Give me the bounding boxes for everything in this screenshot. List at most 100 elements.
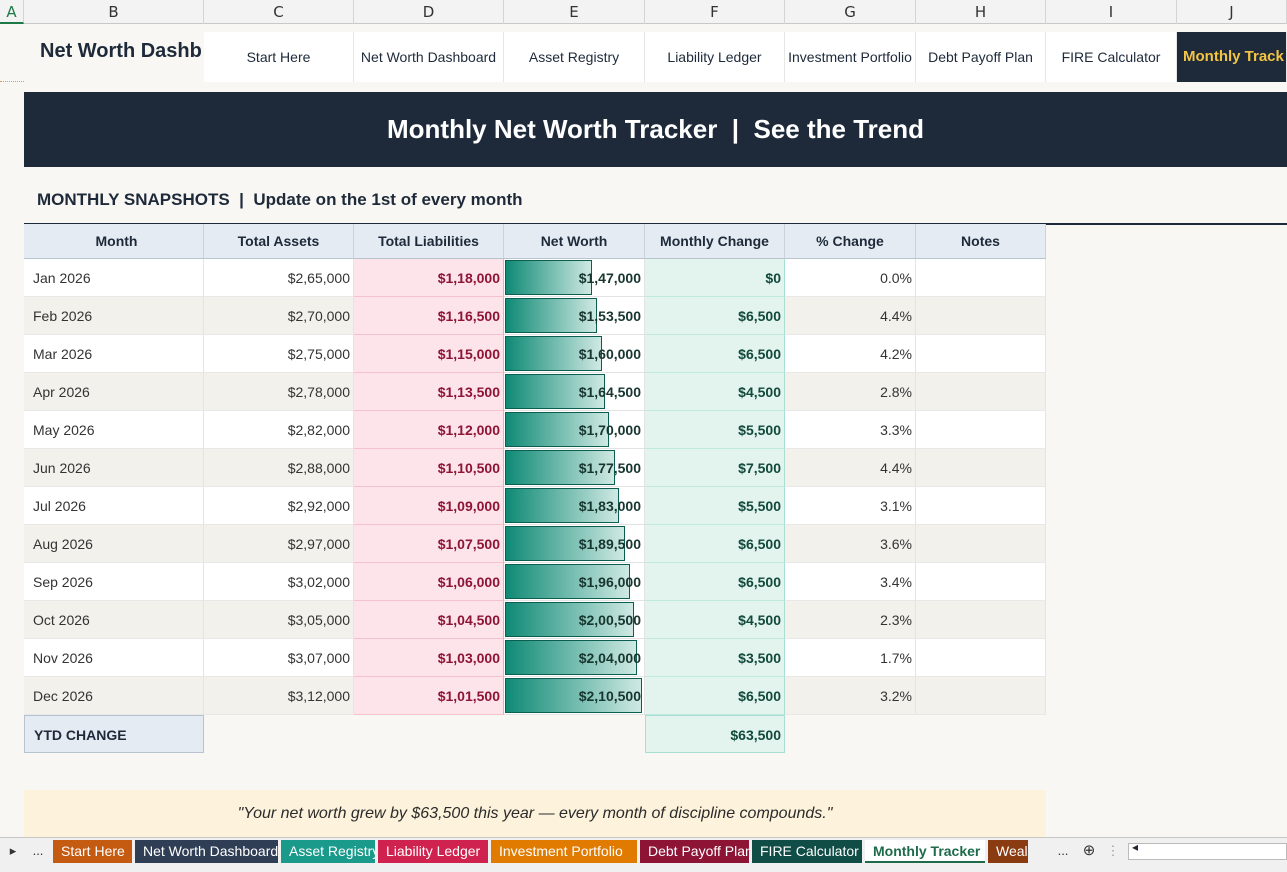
ytd-value[interactable]: $63,500: [645, 715, 785, 753]
nav-net-worth-dashboard[interactable]: Net Worth Dashboard: [354, 32, 504, 82]
cell-notes[interactable]: [916, 449, 1046, 487]
cell-total-assets[interactable]: $2,92,000: [204, 487, 354, 525]
cell-total-assets[interactable]: $2,70,000: [204, 297, 354, 335]
column-header-d[interactable]: D: [354, 0, 504, 24]
header-notes[interactable]: Notes: [916, 224, 1046, 259]
cell-net-worth[interactable]: $1,70,000: [504, 411, 645, 449]
sheet-tab-weal[interactable]: Weal: [988, 840, 1028, 863]
cell-total-assets[interactable]: $2,82,000: [204, 411, 354, 449]
sheet-tab-liability-ledger[interactable]: Liability Ledger: [378, 840, 488, 863]
nav-monthly-tracker[interactable]: Monthly Track: [1177, 32, 1287, 82]
cell-total-assets[interactable]: $2,78,000: [204, 373, 354, 411]
ytd-label[interactable]: YTD CHANGE: [24, 715, 204, 753]
cell-total-liabilities[interactable]: $1,09,000: [354, 487, 504, 525]
tab-scroll-prev-icon[interactable]: ▸: [9, 843, 17, 858]
cell-net-worth[interactable]: $2,00,500: [504, 601, 645, 639]
cell-pct-change[interactable]: 2.3%: [785, 601, 916, 639]
nav-asset-registry[interactable]: Asset Registry: [504, 32, 645, 82]
sheet-tab-net-worth-dashboard[interactable]: Net Worth Dashboard: [135, 840, 278, 863]
cell-month[interactable]: Oct 2026: [24, 601, 204, 639]
cell-net-worth[interactable]: $1,53,500: [504, 297, 645, 335]
column-header-a[interactable]: A: [0, 0, 24, 24]
nav-liability-ledger[interactable]: Liability Ledger: [645, 32, 785, 82]
cell-monthly-change[interactable]: $6,500: [645, 563, 785, 601]
cell-net-worth[interactable]: $1,83,000: [504, 487, 645, 525]
cell-notes[interactable]: [916, 487, 1046, 525]
cell-month[interactable]: Sep 2026: [24, 563, 204, 601]
cell-notes[interactable]: [916, 601, 1046, 639]
column-header-c[interactable]: C: [204, 0, 354, 24]
cell-net-worth[interactable]: $1,96,000: [504, 563, 645, 601]
cell-month[interactable]: Nov 2026: [24, 639, 204, 677]
worksheet[interactable]: Net Worth Dashb Start Here Net Worth Das…: [0, 24, 1287, 837]
cell-total-liabilities[interactable]: $1,10,500: [354, 449, 504, 487]
sheet-tab-start-here[interactable]: Start Here: [53, 840, 132, 863]
cell-month[interactable]: Feb 2026: [24, 297, 204, 335]
cell-monthly-change[interactable]: $5,500: [645, 411, 785, 449]
cell-monthly-change[interactable]: $6,500: [645, 297, 785, 335]
nav-investment-portfolio[interactable]: Investment Portfolio: [785, 32, 916, 82]
cell-pct-change[interactable]: 3.6%: [785, 525, 916, 563]
cell-monthly-change[interactable]: $0: [645, 259, 785, 297]
cell-pct-change[interactable]: 3.1%: [785, 487, 916, 525]
cell-month[interactable]: Aug 2026: [24, 525, 204, 563]
cell-total-liabilities[interactable]: $1,04,500: [354, 601, 504, 639]
sheet-tab-asset-registry[interactable]: Asset Registry: [281, 840, 375, 863]
cell-month[interactable]: Jun 2026: [24, 449, 204, 487]
cell-notes[interactable]: [916, 639, 1046, 677]
nav-fire-calculator[interactable]: FIRE Calculator: [1046, 32, 1177, 82]
sheet-tab-investment-portfolio[interactable]: Investment Portfolio: [491, 840, 637, 863]
cell-total-assets[interactable]: $3,12,000: [204, 677, 354, 715]
cell-total-liabilities[interactable]: $1,15,000: [354, 335, 504, 373]
column-header-i[interactable]: I: [1046, 0, 1177, 24]
cell-pct-change[interactable]: 0.0%: [785, 259, 916, 297]
cell-month[interactable]: Mar 2026: [24, 335, 204, 373]
cell-pct-change[interactable]: 1.7%: [785, 639, 916, 677]
header-monthly-change[interactable]: Monthly Change: [645, 224, 785, 259]
cell-notes[interactable]: [916, 525, 1046, 563]
sheet-tab-fire-calculator[interactable]: FIRE Calculator: [752, 840, 862, 863]
column-header-h[interactable]: H: [916, 0, 1046, 24]
tab-more-right[interactable]: ...: [1057, 843, 1069, 858]
cell-total-assets[interactable]: $2,65,000: [204, 259, 354, 297]
nav-start-here[interactable]: Start Here: [204, 32, 354, 82]
cell-net-worth[interactable]: $1,77,500: [504, 449, 645, 487]
cell-total-liabilities[interactable]: $1,16,500: [354, 297, 504, 335]
cell-total-assets[interactable]: $2,88,000: [204, 449, 354, 487]
cell-notes[interactable]: [916, 335, 1046, 373]
column-header-e[interactable]: E: [504, 0, 645, 24]
cell-notes[interactable]: [916, 677, 1046, 715]
cell-total-liabilities[interactable]: $1,12,000: [354, 411, 504, 449]
cell-net-worth[interactable]: $2,04,000: [504, 639, 645, 677]
column-header-b[interactable]: B: [24, 0, 204, 24]
cell-net-worth[interactable]: $1,47,000: [504, 259, 645, 297]
cell-monthly-change[interactable]: $7,500: [645, 449, 785, 487]
cell-month[interactable]: May 2026: [24, 411, 204, 449]
header-net-worth[interactable]: Net Worth: [504, 224, 645, 259]
cell-net-worth[interactable]: $2,10,500: [504, 677, 645, 715]
cell-notes[interactable]: [916, 373, 1046, 411]
sheet-tab-debt-payoff-plan[interactable]: Debt Payoff Plan: [640, 840, 749, 863]
cell-month[interactable]: Jan 2026: [24, 259, 204, 297]
header-month[interactable]: Month: [24, 224, 204, 259]
cell-total-assets[interactable]: $2,75,000: [204, 335, 354, 373]
cell-total-liabilities[interactable]: $1,18,000: [354, 259, 504, 297]
cell-notes[interactable]: [916, 563, 1046, 601]
cell-total-assets[interactable]: $3,07,000: [204, 639, 354, 677]
cell-monthly-change[interactable]: $6,500: [645, 335, 785, 373]
cell-monthly-change[interactable]: $3,500: [645, 639, 785, 677]
cell-total-liabilities[interactable]: $1,06,000: [354, 563, 504, 601]
cell-total-liabilities[interactable]: $1,07,500: [354, 525, 504, 563]
header-pct-change[interactable]: % Change: [785, 224, 916, 259]
sheet-tab-monthly-tracker[interactable]: Monthly Tracker: [865, 840, 985, 863]
cell-notes[interactable]: [916, 411, 1046, 449]
column-header-j[interactable]: J: [1177, 0, 1287, 24]
cell-pct-change[interactable]: 4.4%: [785, 449, 916, 487]
cell-total-liabilities[interactable]: $1,13,500: [354, 373, 504, 411]
cell-net-worth[interactable]: $1,64,500: [504, 373, 645, 411]
cell-monthly-change[interactable]: $4,500: [645, 601, 785, 639]
column-header-f[interactable]: F: [645, 0, 785, 24]
cell-monthly-change[interactable]: $6,500: [645, 677, 785, 715]
cell-net-worth[interactable]: $1,89,500: [504, 525, 645, 563]
cell-monthly-change[interactable]: $4,500: [645, 373, 785, 411]
